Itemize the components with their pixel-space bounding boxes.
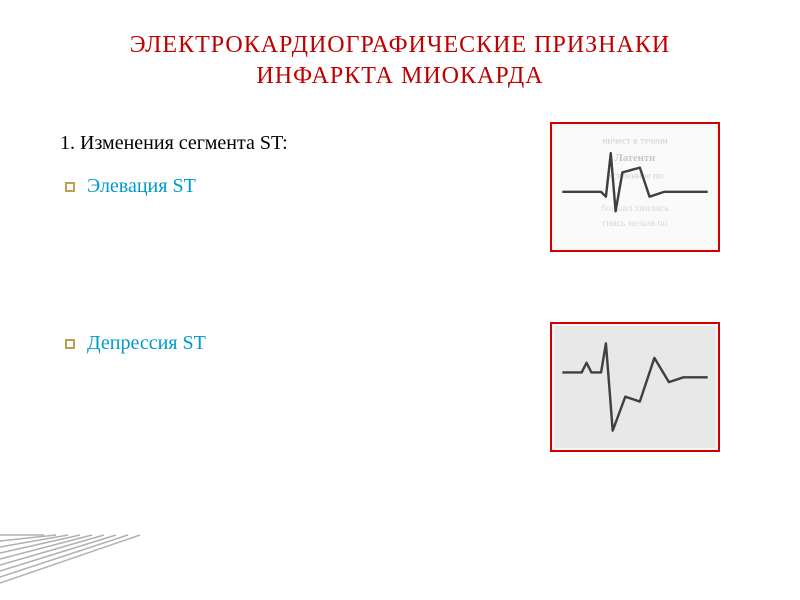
text-block-2: Депрессия ST — [60, 322, 550, 370]
content-row-1: 1. Изменения сегмента ST: Элевация ST ни… — [60, 122, 740, 252]
bullet-depression: Депрессия ST — [65, 332, 550, 355]
ecg-elevation-svg: ничест в течени Латентн Усиленное по бол… — [552, 124, 718, 250]
svg-text:ничест в течени: ничест в течени — [602, 136, 668, 147]
svg-text:Усиленное по: Усиленное по — [607, 171, 664, 182]
bullet-marker-icon — [65, 182, 75, 192]
slide-title: ЭЛЕКТРОКАРДИОГРАФИЧЕСКИЕ ПРИЗНАКИ ИНФАРК… — [60, 30, 740, 92]
section-heading: 1. Изменения сегмента ST: — [60, 132, 550, 155]
bullet-elevation: Элевация ST — [65, 175, 550, 198]
hatched-lines-icon — [0, 525, 140, 585]
svg-text:гнись нельзя по: гнись нельзя по — [603, 218, 668, 229]
bullet-elevation-label: Элевация ST — [87, 175, 196, 198]
slide-container: ЭЛЕКТРОКАРДИОГРАФИЧЕСКИЕ ПРИЗНАКИ ИНФАРК… — [0, 0, 800, 600]
bullet-depression-label: Депрессия ST — [87, 332, 206, 355]
ecg-depression-image — [550, 322, 720, 452]
bullet-marker-icon — [65, 339, 75, 349]
ecg-elevation-image: ничест в течени Латентн Усиленное по бол… — [550, 122, 720, 252]
content-row-2: Депрессия ST — [60, 322, 740, 452]
ecg-depression-svg — [552, 324, 718, 450]
svg-text:Латентн: Латентн — [615, 153, 655, 164]
corner-decoration — [0, 525, 140, 585]
text-block-1: 1. Изменения сегмента ST: Элевация ST — [60, 122, 550, 213]
svg-text:большл хиились: большл хиились — [601, 204, 669, 215]
